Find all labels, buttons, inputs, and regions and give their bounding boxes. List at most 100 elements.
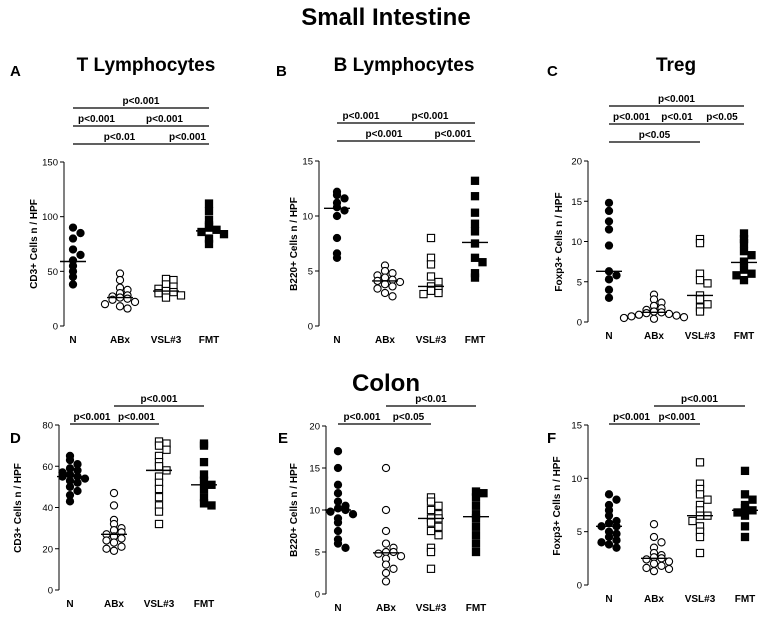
y-tick-label: 15 — [302, 157, 313, 168]
panel-a: A T Lymphocytes 0 50 100 150 CD3+ Cells n / HP… — [10, 55, 229, 346]
significance-label: p<0.001 — [412, 111, 449, 122]
significance-label: p<0.01 — [661, 112, 693, 123]
x-category-label: VSL#3 — [151, 335, 182, 346]
data-point — [747, 251, 756, 260]
data-point — [426, 286, 436, 295]
data-point — [642, 308, 651, 318]
data-point — [739, 275, 749, 285]
y-tick-label: 0 — [577, 318, 582, 329]
data-point — [80, 474, 90, 483]
data-point — [73, 478, 82, 487]
significance-label: p<0.001 — [146, 114, 183, 125]
data-point — [695, 532, 705, 542]
x-category-label: ABx — [376, 603, 396, 614]
data-point — [76, 250, 85, 260]
x-category-label: N — [605, 594, 612, 605]
data-point — [657, 538, 666, 547]
data-point — [740, 511, 750, 520]
panel-e: E 0 5 10 15 20 B220+ Cells n / HPF N ABx VSL#3 FMT… — [278, 394, 489, 614]
y-tick-label: 150 — [42, 158, 58, 169]
y-tick-label: 80 — [42, 421, 53, 432]
data-point — [478, 258, 487, 267]
x-category-label: FMT — [465, 335, 486, 346]
significance-label: p<0.001 — [681, 394, 718, 405]
data-point — [381, 577, 391, 586]
data-point — [426, 518, 436, 527]
x-category-label: VSL#3 — [144, 599, 175, 610]
data-point — [612, 536, 621, 545]
data-point — [604, 225, 614, 234]
data-point — [199, 476, 209, 485]
x-category-label: FMT — [194, 599, 215, 610]
data-point — [740, 522, 750, 531]
y-tick-label: 5 — [577, 527, 582, 538]
data-point — [102, 536, 111, 545]
panel-letter: D — [10, 430, 21, 447]
data-point — [115, 302, 125, 311]
significance-label: p<0.001 — [74, 412, 111, 423]
data-point — [219, 230, 229, 239]
data-point — [374, 549, 383, 558]
y-tick-label: 40 — [42, 503, 53, 514]
data-point — [65, 455, 75, 465]
x-category-label: VSL#3 — [685, 331, 716, 342]
y-axis-label: B220+ Cells n / HPF — [289, 197, 300, 291]
significance-label: p<0.001 — [118, 412, 155, 423]
data-point — [695, 548, 705, 558]
data-point — [426, 526, 436, 536]
data-point — [109, 488, 119, 498]
data-point — [426, 564, 436, 573]
data-point — [381, 526, 391, 536]
data-point — [333, 489, 343, 498]
data-point — [732, 271, 741, 280]
data-point — [604, 511, 614, 520]
data-point — [434, 288, 443, 298]
data-point — [470, 192, 480, 201]
data-point — [470, 273, 480, 282]
data-point — [68, 272, 78, 281]
y-tick-label: 10 — [309, 506, 320, 517]
data-point — [479, 489, 488, 498]
data-point — [470, 219, 480, 228]
data-point — [389, 547, 398, 557]
y-axis-label: B220+ Cells n / HPF — [289, 463, 300, 557]
data-point — [73, 486, 82, 496]
data-point — [381, 568, 391, 578]
panel-title: Treg — [656, 55, 696, 76]
data-point — [199, 499, 209, 508]
data-point — [332, 211, 342, 221]
data-point — [612, 271, 621, 280]
data-point — [604, 206, 614, 216]
data-point — [703, 300, 712, 309]
x-category-label: N — [605, 331, 612, 342]
data-point — [76, 228, 85, 238]
data-point — [664, 309, 674, 319]
data-point — [340, 194, 349, 203]
data-point — [664, 564, 674, 574]
x-category-label: ABx — [644, 594, 664, 605]
data-point — [326, 507, 335, 516]
data-point — [161, 293, 171, 302]
y-tick-label: 15 — [571, 197, 582, 208]
significance-label: p<0.001 — [366, 129, 403, 140]
panel-b: B B Lymphocytes 0 5 10 15 B220+ Cells n / HPF N… — [276, 55, 488, 346]
data-point — [123, 294, 132, 303]
y-axis-label: CD3+ Cells n / HPF — [13, 463, 24, 553]
data-point — [68, 245, 78, 254]
significance-label: p<0.05 — [706, 112, 738, 123]
data-point — [679, 313, 689, 322]
data-point — [154, 493, 164, 502]
significance-label: p<0.001 — [141, 394, 178, 405]
data-point — [426, 547, 436, 557]
data-point — [471, 493, 481, 502]
data-point — [597, 538, 606, 547]
x-category-label: N — [333, 335, 340, 346]
data-point — [434, 522, 443, 531]
data-point — [695, 458, 705, 467]
data-point — [604, 198, 614, 208]
y-tick-label: 50 — [47, 267, 58, 278]
data-point — [332, 190, 342, 200]
data-point — [68, 223, 78, 232]
data-point — [154, 441, 164, 450]
